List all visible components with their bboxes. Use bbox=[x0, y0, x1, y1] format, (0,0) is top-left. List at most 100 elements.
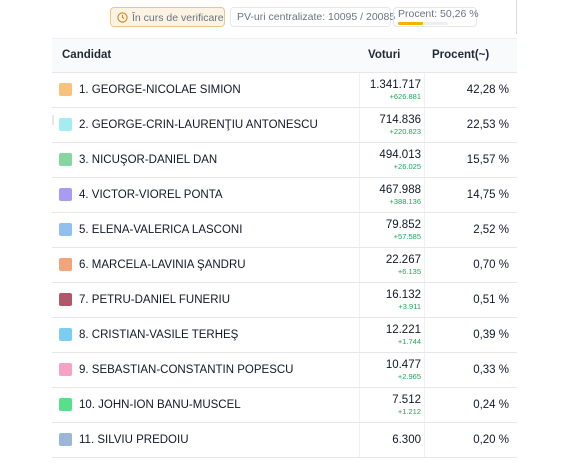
table-row[interactable]: 2. GEORGE-CRIN-LAURENŢIU ANTONESCU 714.83… bbox=[52, 108, 517, 143]
column-header-votes[interactable]: Voturi bbox=[368, 49, 401, 61]
vote-delta: +57.585 bbox=[393, 232, 421, 241]
vote-count: 714.836 bbox=[379, 114, 421, 126]
vote-percent: 42,28 % bbox=[466, 84, 509, 96]
candidate-name: 5. ELENA-VALERICA LASCONI bbox=[79, 224, 243, 236]
vote-count: 12.221 bbox=[385, 324, 421, 336]
column-header-candidate[interactable]: Candidat bbox=[62, 49, 112, 61]
column-divider bbox=[424, 318, 425, 352]
vote-percent: 0,20 % bbox=[473, 434, 509, 446]
table-row[interactable]: 4. VICTOR-VIOREL PONTA 467.988 +388.136 14,… bbox=[52, 178, 517, 213]
table-header: Candidat Voturi Procent(~) bbox=[52, 38, 517, 73]
column-divider bbox=[359, 318, 360, 352]
column-divider bbox=[424, 388, 425, 422]
percent-indicator: Procent: 50,26 % bbox=[393, 7, 479, 27]
vote-percent: 22,53 % bbox=[466, 119, 509, 131]
column-divider bbox=[424, 73, 425, 107]
table-row[interactable]: 6. MARCELA-LAVINIA ŞANDRU 22.267 +6.135 0,7… bbox=[52, 248, 517, 283]
table-row[interactable]: 11. SILVIU PREDOIU 6.300 0,20 % bbox=[52, 423, 517, 458]
candidate-color-swatch bbox=[59, 188, 72, 201]
candidate-name: 8. CRISTIAN-VASILE TERHEŞ bbox=[79, 329, 239, 341]
results-table: Candidat Voturi Procent(~) 1. GEORGE-NIC… bbox=[52, 38, 517, 458]
column-divider bbox=[424, 213, 425, 247]
vote-percent: 0,33 % bbox=[473, 364, 509, 376]
candidate-color-swatch bbox=[59, 223, 72, 236]
vote-delta: +1.212 bbox=[397, 407, 421, 416]
candidate-name: 7. PETRU-DANIEL FUNERIU bbox=[79, 294, 231, 306]
column-divider bbox=[359, 283, 360, 317]
vote-delta: +626.881 bbox=[389, 92, 422, 101]
results-header: În curs de verificare PV-uri centralizat… bbox=[52, 0, 517, 34]
percent-label: Procent: 50,26 % bbox=[398, 8, 479, 20]
column-header-percent[interactable]: Procent(~) bbox=[432, 49, 490, 61]
percent-progress-fill bbox=[398, 22, 424, 25]
column-divider bbox=[359, 108, 360, 142]
column-divider bbox=[359, 213, 360, 247]
candidate-name: 10. JOHN-ION BANU-MUSCEL bbox=[79, 399, 241, 411]
candidate-name: 6. MARCELA-LAVINIA ŞANDRU bbox=[79, 259, 246, 271]
table-row[interactable]: 1. GEORGE-NICOLAE SIMION 1.341.717 +626.88… bbox=[52, 73, 517, 108]
vote-percent: 0,24 % bbox=[473, 399, 509, 411]
column-divider bbox=[424, 283, 425, 317]
table-row[interactable]: 3. NICUŞOR-DANIEL DAN 494.013 +26.025 15,57… bbox=[52, 143, 517, 178]
vote-count: 1.341.717 bbox=[369, 79, 421, 91]
vote-percent: 0,51 % bbox=[473, 294, 509, 306]
candidate-color-swatch bbox=[59, 258, 72, 271]
candidate-name: 4. VICTOR-VIOREL PONTA bbox=[79, 189, 223, 201]
candidate-name: 2. GEORGE-CRIN-LAURENŢIU ANTONESCU bbox=[79, 119, 318, 131]
vote-delta: +220.823 bbox=[389, 127, 422, 136]
status-badge: În curs de verificare bbox=[110, 7, 225, 27]
candidate-color-swatch bbox=[59, 83, 72, 96]
candidate-color-swatch bbox=[59, 293, 72, 306]
column-divider bbox=[359, 423, 360, 457]
column-divider bbox=[424, 108, 425, 142]
table-body: 1. GEORGE-NICOLAE SIMION 1.341.717 +626.88… bbox=[52, 73, 517, 458]
vote-count: 16.132 bbox=[385, 289, 421, 301]
candidate-name: 11. SILVIU PREDOIU bbox=[79, 434, 189, 446]
table-row[interactable]: 8. CRISTIAN-VASILE TERHEŞ 12.221 +1.744 0,3… bbox=[52, 318, 517, 353]
vote-percent: 14,75 % bbox=[466, 189, 509, 201]
percent-progress-bar bbox=[398, 22, 448, 25]
column-divider bbox=[359, 73, 360, 107]
clock-icon bbox=[117, 12, 128, 23]
candidate-color-swatch bbox=[59, 153, 72, 166]
vote-delta: +1.744 bbox=[397, 337, 421, 346]
scroll-edge bbox=[52, 115, 54, 125]
vote-count: 79.852 bbox=[385, 219, 421, 231]
vote-delta: +3.911 bbox=[398, 302, 421, 311]
candidate-name: 1. GEORGE-NICOLAE SIMION bbox=[79, 84, 241, 96]
status-label: În curs de verificare bbox=[132, 12, 224, 24]
column-divider bbox=[359, 178, 360, 212]
column-divider bbox=[359, 248, 360, 282]
vote-delta: +388.136 bbox=[389, 197, 422, 206]
vote-delta: +2.965 bbox=[397, 372, 421, 381]
table-row[interactable]: 7. PETRU-DANIEL FUNERIU 16.132 +3.911 0,51 … bbox=[52, 283, 517, 318]
candidate-color-swatch bbox=[59, 363, 72, 376]
column-divider bbox=[424, 248, 425, 282]
vote-count: 467.988 bbox=[379, 184, 421, 196]
candidate-name: 9. SEBASTIAN-CONSTANTIN POPESCU bbox=[79, 364, 294, 376]
table-row[interactable]: 9. SEBASTIAN-CONSTANTIN POPESCU 10.477 +2.… bbox=[52, 353, 517, 388]
candidate-color-swatch bbox=[59, 433, 72, 446]
candidate-color-swatch bbox=[59, 118, 72, 131]
vote-percent: 0,39 % bbox=[473, 329, 509, 341]
column-divider bbox=[424, 143, 425, 177]
column-divider bbox=[359, 388, 360, 422]
pv-counter: PV-uri centralizate: 10095 / 20085 bbox=[230, 7, 395, 27]
vote-count: 6.300 bbox=[392, 434, 421, 446]
vote-percent: 15,57 % bbox=[466, 154, 509, 166]
vote-count: 10.477 bbox=[385, 359, 421, 371]
vote-percent: 0,70 % bbox=[473, 259, 509, 271]
divider bbox=[516, 0, 517, 34]
candidate-color-swatch bbox=[59, 328, 72, 341]
vote-count: 7.512 bbox=[392, 394, 421, 406]
column-divider bbox=[424, 178, 425, 212]
vote-percent: 2,52 % bbox=[473, 224, 509, 236]
vote-count: 22.267 bbox=[385, 254, 421, 266]
table-row[interactable]: 10. JOHN-ION BANU-MUSCEL 7.512 +1.212 0,24 … bbox=[52, 388, 517, 423]
candidate-name: 3. NICUŞOR-DANIEL DAN bbox=[79, 154, 218, 166]
vote-delta: +26.025 bbox=[393, 162, 421, 171]
table-row[interactable]: 5. ELENA-VALERICA LASCONI 79.852 +57.585 2,… bbox=[52, 213, 517, 248]
vote-delta: +6.135 bbox=[397, 267, 421, 276]
column-divider bbox=[359, 353, 360, 387]
column-divider bbox=[424, 353, 425, 387]
